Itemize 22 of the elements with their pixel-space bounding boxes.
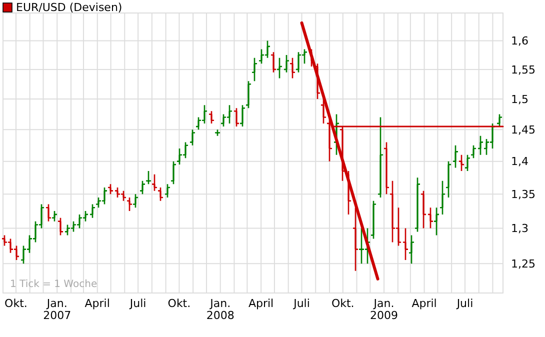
y-tick-label: 1,35 <box>511 188 536 202</box>
y-tick-label: 1,4 <box>511 155 528 168</box>
y-tick-label: 1,3 <box>511 222 528 236</box>
x-tick-label: Okt. <box>4 297 28 310</box>
x-tick-label: Jan. 2008 <box>206 297 234 322</box>
x-tick-label: Jan. 2009 <box>370 297 398 322</box>
x-tick-label: Okt. <box>331 297 354 310</box>
x-tick-label: Juli <box>128 297 146 310</box>
x-tick-label: April <box>412 297 437 310</box>
x-tick-label: Jan. 2007 <box>43 297 72 322</box>
y-tick-label: 1,45 <box>511 124 536 136</box>
chart-title: EUR/USD (Devisen) <box>16 1 122 14</box>
y-tick-label: 1,6 <box>511 34 528 48</box>
y-tick-label: 1,25 <box>511 257 536 270</box>
x-tick-label: Juli <box>292 297 310 310</box>
y-tick-label: 1,5 <box>511 92 528 106</box>
y-tick-label: 1,55 <box>511 63 536 76</box>
x-tick-label: April <box>248 297 274 310</box>
x-tick-label: April <box>84 297 110 310</box>
x-tick-label: Okt. <box>168 297 191 310</box>
annotation: 1 Tick = 1 Woche <box>10 279 98 290</box>
x-tick-label: Juli <box>456 297 474 310</box>
